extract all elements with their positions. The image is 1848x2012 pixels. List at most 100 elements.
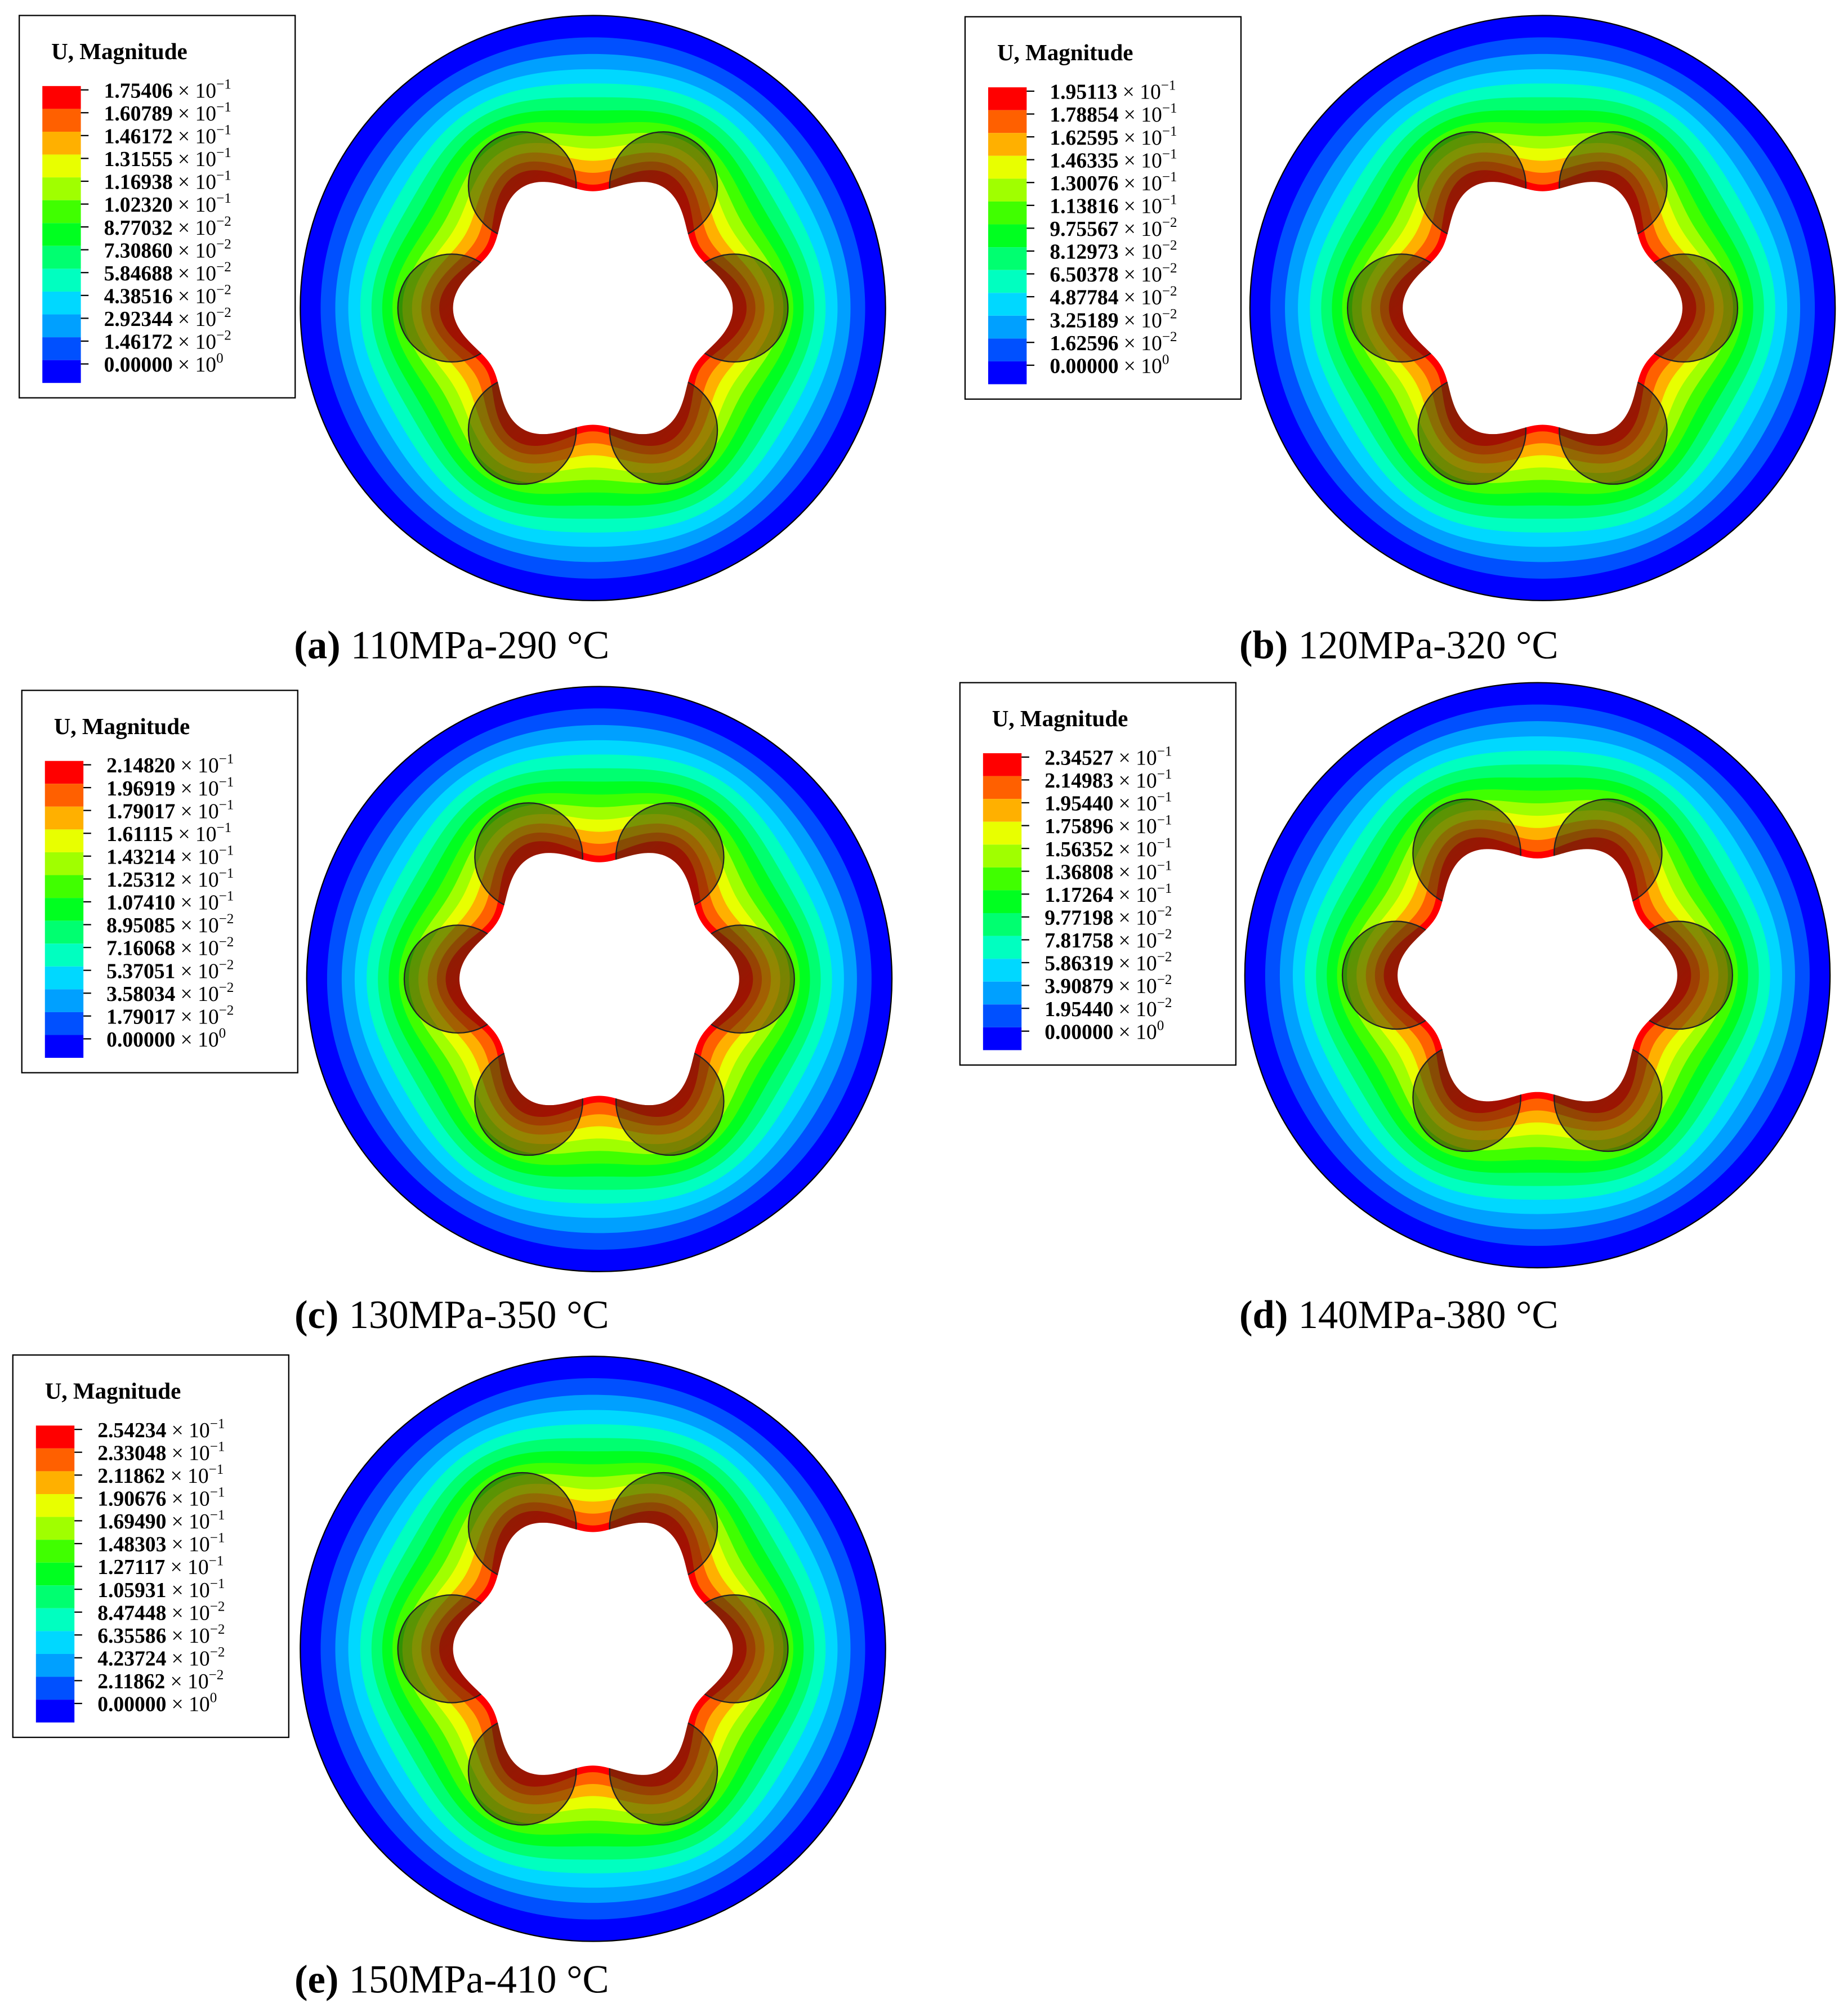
legend-mantissa: 1.02320 — [104, 193, 173, 217]
bore — [1398, 849, 1677, 1102]
legend-exponent: −1 — [219, 775, 234, 790]
legend-exponent: −1 — [1162, 193, 1177, 208]
legend-label: 9.75567 × 10−2 — [1050, 215, 1177, 241]
legend-mantissa: 8.47448 — [97, 1601, 166, 1625]
legend-swatch — [44, 761, 84, 784]
legend-exponent: −1 — [1162, 124, 1177, 139]
legend-swatch — [44, 829, 84, 852]
legend-mantissa: 1.30076 — [1050, 172, 1118, 195]
legend-label: 3.25189 × 10−2 — [1050, 306, 1177, 332]
legend-exponent: −2 — [216, 260, 231, 275]
legend-label: 6.50378 × 10−2 — [1050, 261, 1177, 287]
legend-multiplier: × 10 — [1119, 974, 1157, 998]
legend-swatch — [44, 784, 84, 807]
legend-swatch — [983, 959, 1022, 982]
legend-label: 4.23724 × 10−2 — [97, 1645, 225, 1671]
legend-multiplier: × 10 — [1119, 883, 1157, 907]
legend-swatch — [44, 806, 84, 830]
caption-text: 120MPa-320 °C — [1298, 623, 1559, 667]
legend-mantissa: 1.25312 — [106, 868, 175, 892]
legend-exponent: −2 — [1162, 238, 1177, 253]
legend-swatch — [44, 852, 84, 875]
legend-label: 4.87784 × 10−2 — [1050, 284, 1177, 310]
legend-multiplier: × 10 — [1119, 838, 1157, 861]
legend-swatch — [983, 753, 1022, 776]
legend-swatch — [44, 966, 84, 990]
legend-swatch — [988, 155, 1027, 179]
legend-swatch — [983, 1004, 1022, 1027]
legend-label: 7.30860 × 10−2 — [104, 236, 231, 262]
legend-label: 1.75406 × 10−1 — [104, 77, 231, 102]
legend-multiplier: × 10 — [1124, 332, 1162, 355]
legend-multiplier: × 10 — [178, 171, 216, 194]
caption: (a) 110MPa-290 °C — [294, 623, 609, 667]
legend-mantissa: 6.50378 — [1050, 263, 1118, 287]
legend-multiplier: × 10 — [1124, 103, 1162, 127]
legend-exponent: −2 — [1157, 972, 1172, 987]
legend-exponent: 0 — [1157, 1018, 1164, 1033]
legend-label: 4.38516 × 10−2 — [104, 283, 231, 308]
legend-exponent: −1 — [209, 1553, 224, 1568]
legend-label: 0.00000 × 100 — [1050, 352, 1169, 378]
legend-exponent: −2 — [210, 1645, 225, 1660]
legend-multiplier: × 10 — [1119, 746, 1157, 770]
legend-swatch — [44, 920, 84, 944]
legend-label: 1.62595 × 10−1 — [1050, 124, 1177, 150]
legend-exponent: −1 — [1157, 767, 1172, 782]
legend-swatch — [42, 314, 81, 338]
legend-mantissa: 3.90879 — [1044, 974, 1113, 998]
legend-mantissa: 1.48303 — [97, 1533, 166, 1557]
legend-mantissa: 1.75896 — [1044, 815, 1113, 838]
legend-mantissa: 1.36808 — [1044, 860, 1113, 884]
legend-multiplier: × 10 — [180, 1028, 218, 1052]
legend-multiplier: × 10 — [172, 1441, 210, 1465]
legend-multiplier: × 10 — [178, 102, 216, 126]
legend-exponent: 0 — [219, 1026, 226, 1041]
contour-plot — [1249, 15, 1836, 601]
legend-exponent: −2 — [219, 1003, 234, 1018]
legend-mantissa: 8.12973 — [1050, 240, 1118, 264]
legend-label: 1.48303 × 10−1 — [97, 1531, 225, 1557]
legend-multiplier: × 10 — [1124, 172, 1162, 195]
legend-swatch — [35, 1425, 75, 1448]
legend-exponent: −1 — [1157, 812, 1172, 828]
legend-swatch — [35, 1540, 75, 1563]
legend-mantissa: 1.79017 — [106, 799, 175, 823]
legend-mantissa: 9.75567 — [1050, 217, 1118, 241]
legend-label: 1.05931 × 10−1 — [97, 1576, 225, 1602]
legend-exponent: −1 — [1157, 835, 1172, 851]
legend-multiplier: × 10 — [172, 1601, 210, 1625]
legend-multiplier: × 10 — [180, 799, 218, 823]
legend-multiplier: × 10 — [178, 193, 216, 217]
legend-swatch — [35, 1448, 75, 1472]
legend-label: 1.46335 × 10−1 — [1050, 146, 1177, 172]
legend-multiplier: × 10 — [1119, 998, 1157, 1021]
legend-multiplier: × 10 — [1119, 952, 1157, 976]
legend-swatch — [988, 338, 1027, 361]
legend-mantissa: 8.77032 — [104, 216, 173, 240]
legend-swatch — [988, 224, 1027, 248]
legend-mantissa: 1.95440 — [1044, 792, 1113, 816]
legend-mantissa: 5.84688 — [104, 262, 173, 285]
legend-label: 7.16068 × 10−2 — [106, 935, 234, 960]
legend-multiplier: × 10 — [172, 1624, 210, 1648]
legend-mantissa: 1.16938 — [104, 171, 173, 194]
legend-multiplier: × 10 — [1124, 126, 1162, 150]
legend-title: U, Magnitude — [45, 1378, 181, 1403]
legend-multiplier: × 10 — [180, 982, 218, 1006]
legend-swatch — [988, 247, 1027, 270]
legend-exponent: −2 — [1157, 995, 1172, 1011]
legend-exponent: −2 — [1162, 215, 1177, 230]
legend-label: 1.27117 × 10−1 — [97, 1553, 224, 1579]
legend-multiplier: × 10 — [180, 1005, 218, 1029]
legend-label: 5.84688 × 10−2 — [104, 260, 231, 285]
legend-mantissa: 1.62596 — [1050, 332, 1118, 355]
legend-label: 1.69490 × 10−1 — [97, 1508, 225, 1533]
caption-text: 110MPa-290 °C — [351, 623, 609, 667]
legend-multiplier: × 10 — [178, 124, 216, 148]
legend-mantissa: 9.77198 — [1044, 906, 1113, 930]
legend-label: 1.95113 × 10−1 — [1050, 78, 1176, 104]
legend-exponent: −1 — [210, 1576, 225, 1591]
